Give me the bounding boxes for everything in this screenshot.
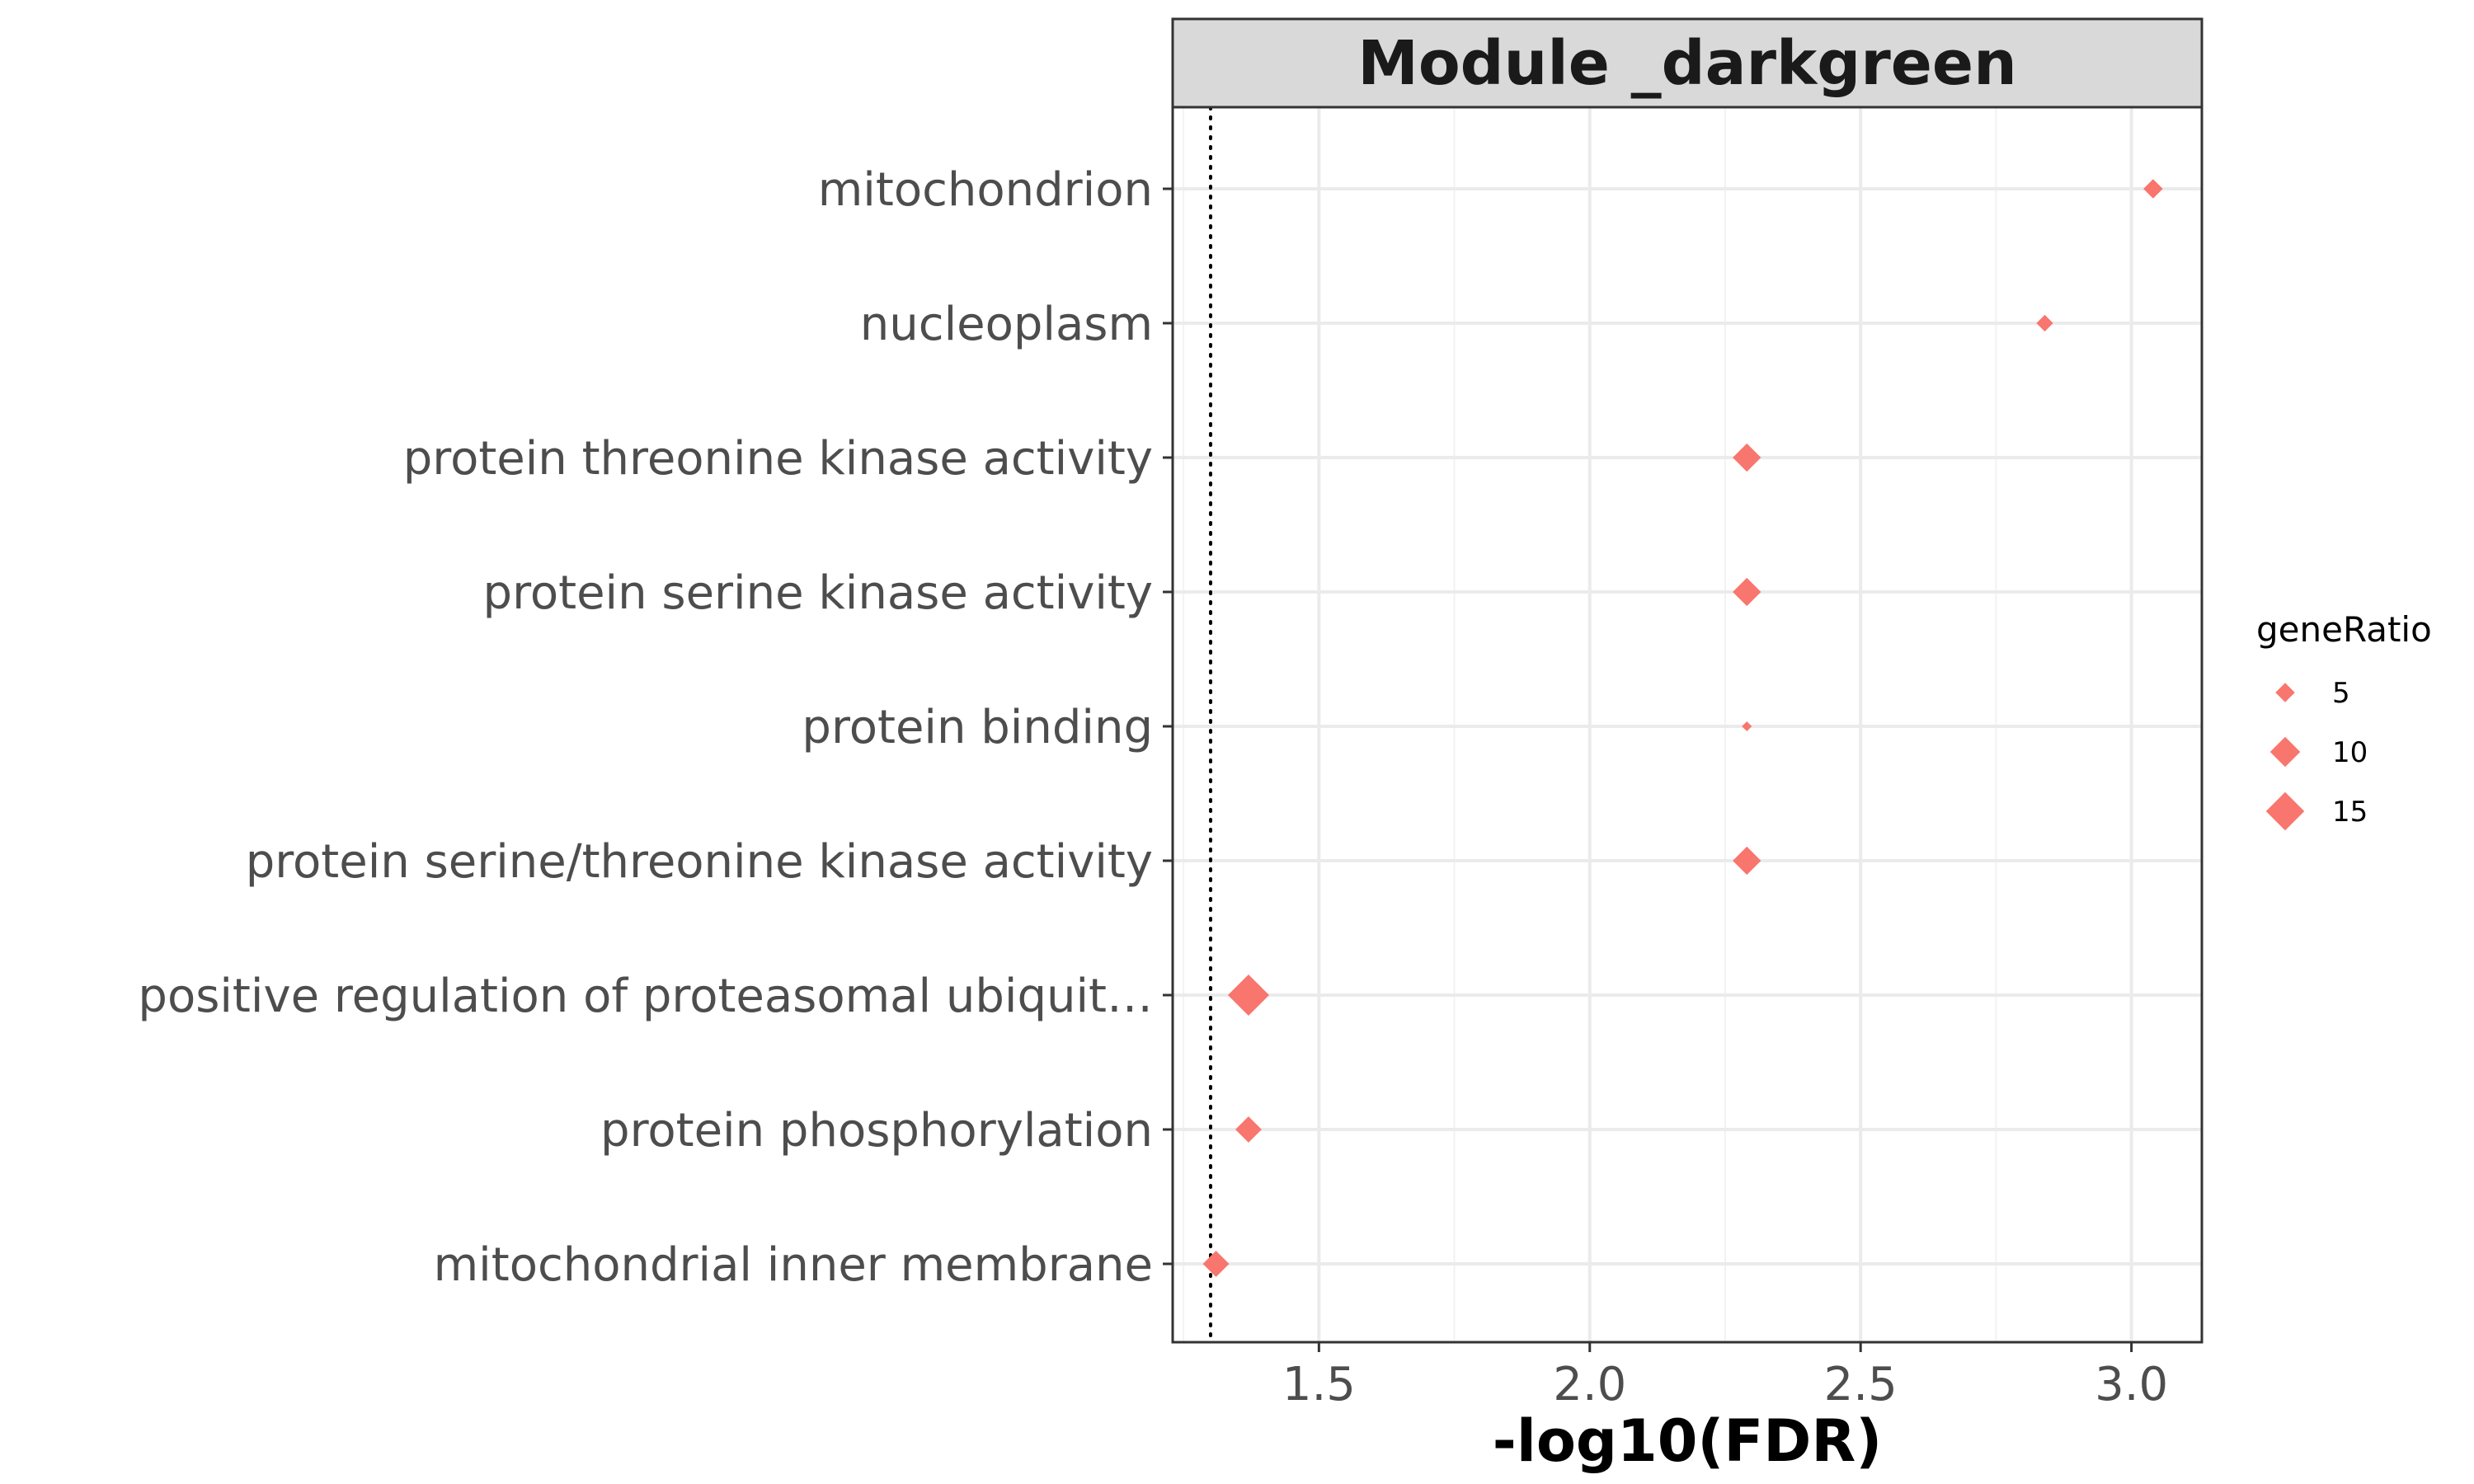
data-point	[1202, 1251, 1230, 1277]
data-point	[1733, 846, 1761, 876]
y-tick-label: protein threonine kinase activity	[403, 432, 1153, 486]
facet-strip	[1171, 17, 2204, 109]
x-tick-label: 2.5	[1824, 1358, 1898, 1411]
legend-label: 15	[2332, 796, 2368, 829]
data-point	[2143, 179, 2163, 199]
data-point	[1733, 577, 1761, 607]
legend-key	[2275, 683, 2295, 702]
x-axis: 1.5 2.0 2.5 3.0	[1282, 1342, 2168, 1411]
data-point	[2036, 314, 2053, 332]
y-tick-label: nucleoplasm	[860, 298, 1153, 351]
legend: geneRatio 5 10 15	[2256, 609, 2432, 831]
legend-title: geneRatio	[2256, 609, 2432, 650]
legend-key	[2269, 736, 2301, 768]
y-tick-label: protein serine/threonine kinase activity	[246, 835, 1153, 889]
x-tick-label: 1.5	[1282, 1358, 1356, 1411]
x-tick-label: 2.0	[1553, 1358, 1626, 1411]
x-tick-label: 3.0	[2095, 1358, 2168, 1411]
data-point	[1733, 443, 1761, 472]
y-tick-label: mitochondrial inner membrane	[434, 1238, 1153, 1292]
data-point	[1227, 974, 1269, 1016]
data-point	[1742, 721, 1752, 731]
legend-key	[2265, 791, 2305, 831]
y-tick-label: positive regulation of proteasomal ubiqu…	[138, 970, 1153, 1023]
y-axis: mitochondrion nucleoplasm protein threonin…	[138, 163, 1173, 1292]
legend-label: 10	[2332, 736, 2368, 769]
x-axis-label: -log10(FDR)	[1493, 1407, 1882, 1475]
major-gridlines	[1173, 107, 2202, 1342]
y-tick-label: protein serine kinase activity	[483, 566, 1153, 620]
y-tick-label: protein binding	[802, 701, 1153, 754]
legend-label: 5	[2332, 677, 2350, 710]
data-points	[1202, 179, 2163, 1277]
data-point	[1235, 1116, 1262, 1143]
panel-border	[1171, 17, 2204, 1344]
y-tick-label: mitochondrion	[818, 163, 1153, 217]
chart-title: Module _darkgreen	[1357, 28, 2017, 99]
y-tick-label: protein phosphorylation	[600, 1104, 1153, 1158]
